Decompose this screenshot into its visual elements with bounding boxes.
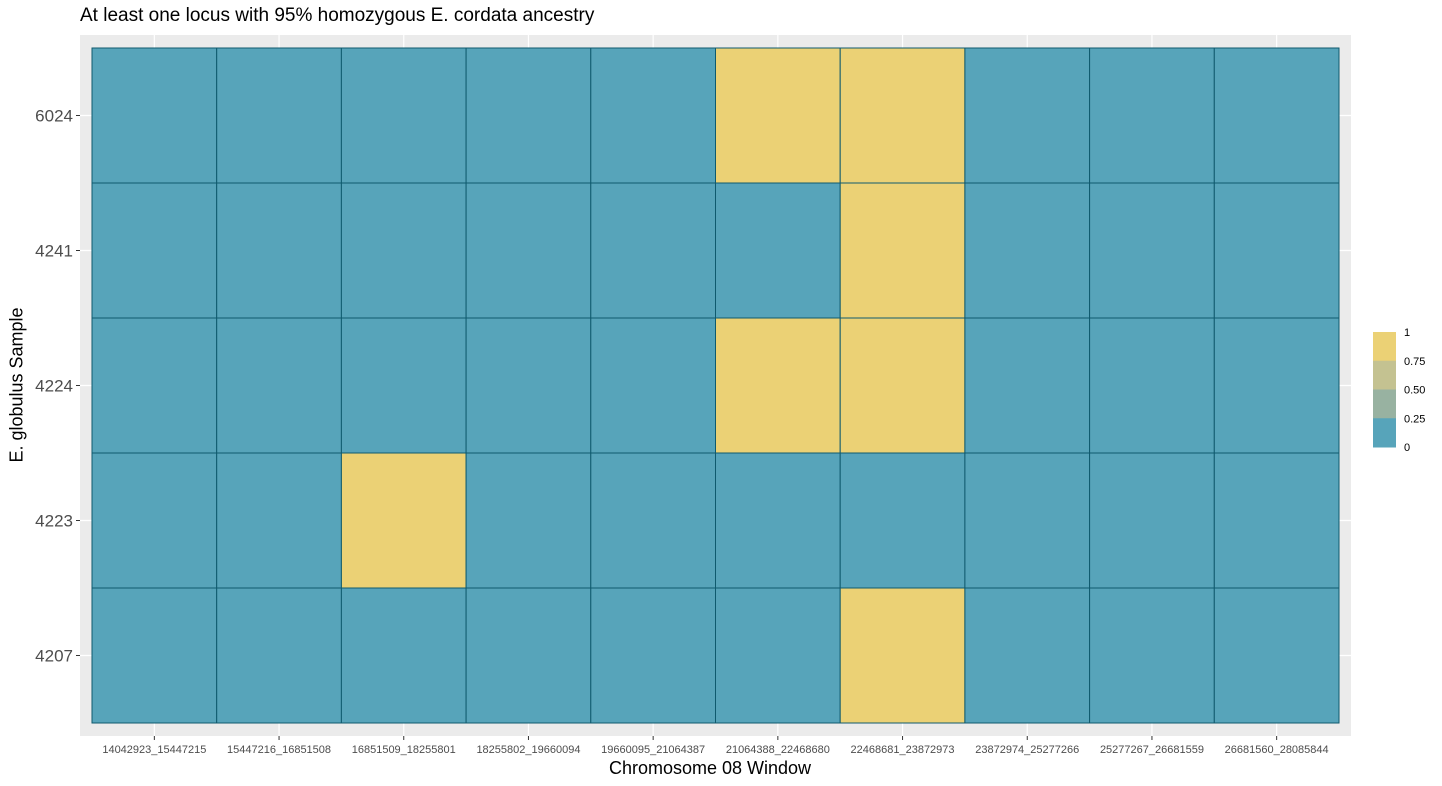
y-tick-label: 4207 xyxy=(35,647,73,666)
y-axis-title: E. globulus Sample xyxy=(6,307,27,463)
x-axis-ticks: 14042923_15447215 15447216_16851508 168515… xyxy=(102,736,1329,756)
y-tick-label: 6024 xyxy=(35,107,73,126)
heatmap-tile xyxy=(839,452,966,589)
heatmap-tile xyxy=(465,452,592,589)
heatmap-tile xyxy=(465,47,592,184)
y-axis-ticks: 6024 4241 4224 4223 4207 xyxy=(35,107,80,666)
heatmap-tile xyxy=(715,182,841,319)
heatmap-tile xyxy=(964,587,1091,724)
x-axis-title: Chromosome 08 Window xyxy=(608,758,812,778)
heatmap-tile xyxy=(1089,317,1215,454)
heatmap-tile xyxy=(590,47,716,184)
heatmap-tile xyxy=(839,47,966,184)
color-legend: 1 0.75 0.50 0.25 0 xyxy=(1373,327,1425,454)
legend-break-label: 0.50 xyxy=(1404,385,1425,397)
heatmap-tile xyxy=(1089,452,1215,589)
heatmap-tile xyxy=(590,182,716,319)
heatmap-tile xyxy=(590,452,716,589)
x-tick-label: 26681560_28085844 xyxy=(1225,744,1329,756)
heatmap-tile xyxy=(590,587,716,724)
x-tick-label: 23872974_25277266 xyxy=(975,744,1079,756)
heatmap-tile xyxy=(839,317,966,454)
x-tick-label: 16851509_18255801 xyxy=(352,744,456,756)
heatmap-tile xyxy=(1089,182,1215,319)
x-tick-label: 21064388_22468680 xyxy=(726,744,830,756)
heatmap-tile xyxy=(340,452,467,589)
heatmap-tile xyxy=(839,182,966,319)
heatmap-tile xyxy=(340,317,467,454)
heatmap-tile xyxy=(715,452,841,589)
x-tick-label: 15447216_16851508 xyxy=(227,744,331,756)
heatmap-tile xyxy=(91,47,218,184)
legend-color-segment xyxy=(1373,389,1396,419)
heatmap-tile xyxy=(1089,47,1215,184)
y-tick-label: 4241 xyxy=(35,242,73,261)
heatmap-tile xyxy=(465,182,592,319)
heatmap-tile xyxy=(91,182,218,319)
y-tick-label: 4224 xyxy=(35,377,73,396)
heatmap-tile xyxy=(964,47,1091,184)
heatmap-tile xyxy=(1213,47,1340,184)
heatmap-tile xyxy=(590,317,716,454)
heatmap-tile xyxy=(91,317,218,454)
x-tick-label: 22468681_23872973 xyxy=(851,744,955,756)
heatmap-tile xyxy=(91,452,218,589)
legend-break-label: 1 xyxy=(1404,327,1410,339)
heatmap-tile xyxy=(1089,587,1215,724)
x-tick-label: 18255802_19660094 xyxy=(476,744,580,756)
heatmap-tile xyxy=(216,317,342,454)
x-tick-label: 19660095_21064387 xyxy=(601,744,705,756)
legend-color-segment xyxy=(1373,360,1396,390)
tiles-layer xyxy=(91,47,1340,724)
heatmap-tile xyxy=(216,47,342,184)
heatmap-tile xyxy=(1213,587,1340,724)
legend-break-label: 0.25 xyxy=(1404,413,1425,425)
heatmap-tile xyxy=(964,317,1091,454)
heatmap-tile xyxy=(91,587,218,724)
heatmap-tile xyxy=(216,182,342,319)
heatmap-tile xyxy=(216,587,342,724)
heatmap-tile xyxy=(839,587,966,724)
heatmap-tile xyxy=(715,47,841,184)
legend-color-segment xyxy=(1373,418,1396,448)
heatmap-tile xyxy=(465,587,592,724)
heatmap-tile xyxy=(340,587,467,724)
heatmap-tile xyxy=(1213,182,1340,319)
legend-break-label: 0 xyxy=(1404,442,1410,454)
heatmap-tile xyxy=(216,452,342,589)
chart-title: At least one locus with 95% homozygous E… xyxy=(80,5,595,26)
x-tick-label: 25277267_26681559 xyxy=(1100,744,1204,756)
legend-break-label: 0.75 xyxy=(1404,356,1425,368)
heatmap-tile xyxy=(1213,452,1340,589)
x-tick-label: 14042923_15447215 xyxy=(102,744,206,756)
heatmap-tile xyxy=(715,317,841,454)
heatmap-tile xyxy=(1213,317,1340,454)
heatmap-tile xyxy=(715,587,841,724)
heatmap-tile xyxy=(964,182,1091,319)
heatmap-tile xyxy=(340,47,467,184)
legend-color-segment xyxy=(1373,332,1396,362)
heatmap-tile xyxy=(964,452,1091,589)
heatmap-tile xyxy=(340,182,467,319)
y-tick-label: 4223 xyxy=(35,512,73,531)
heatmap-tile xyxy=(465,317,592,454)
